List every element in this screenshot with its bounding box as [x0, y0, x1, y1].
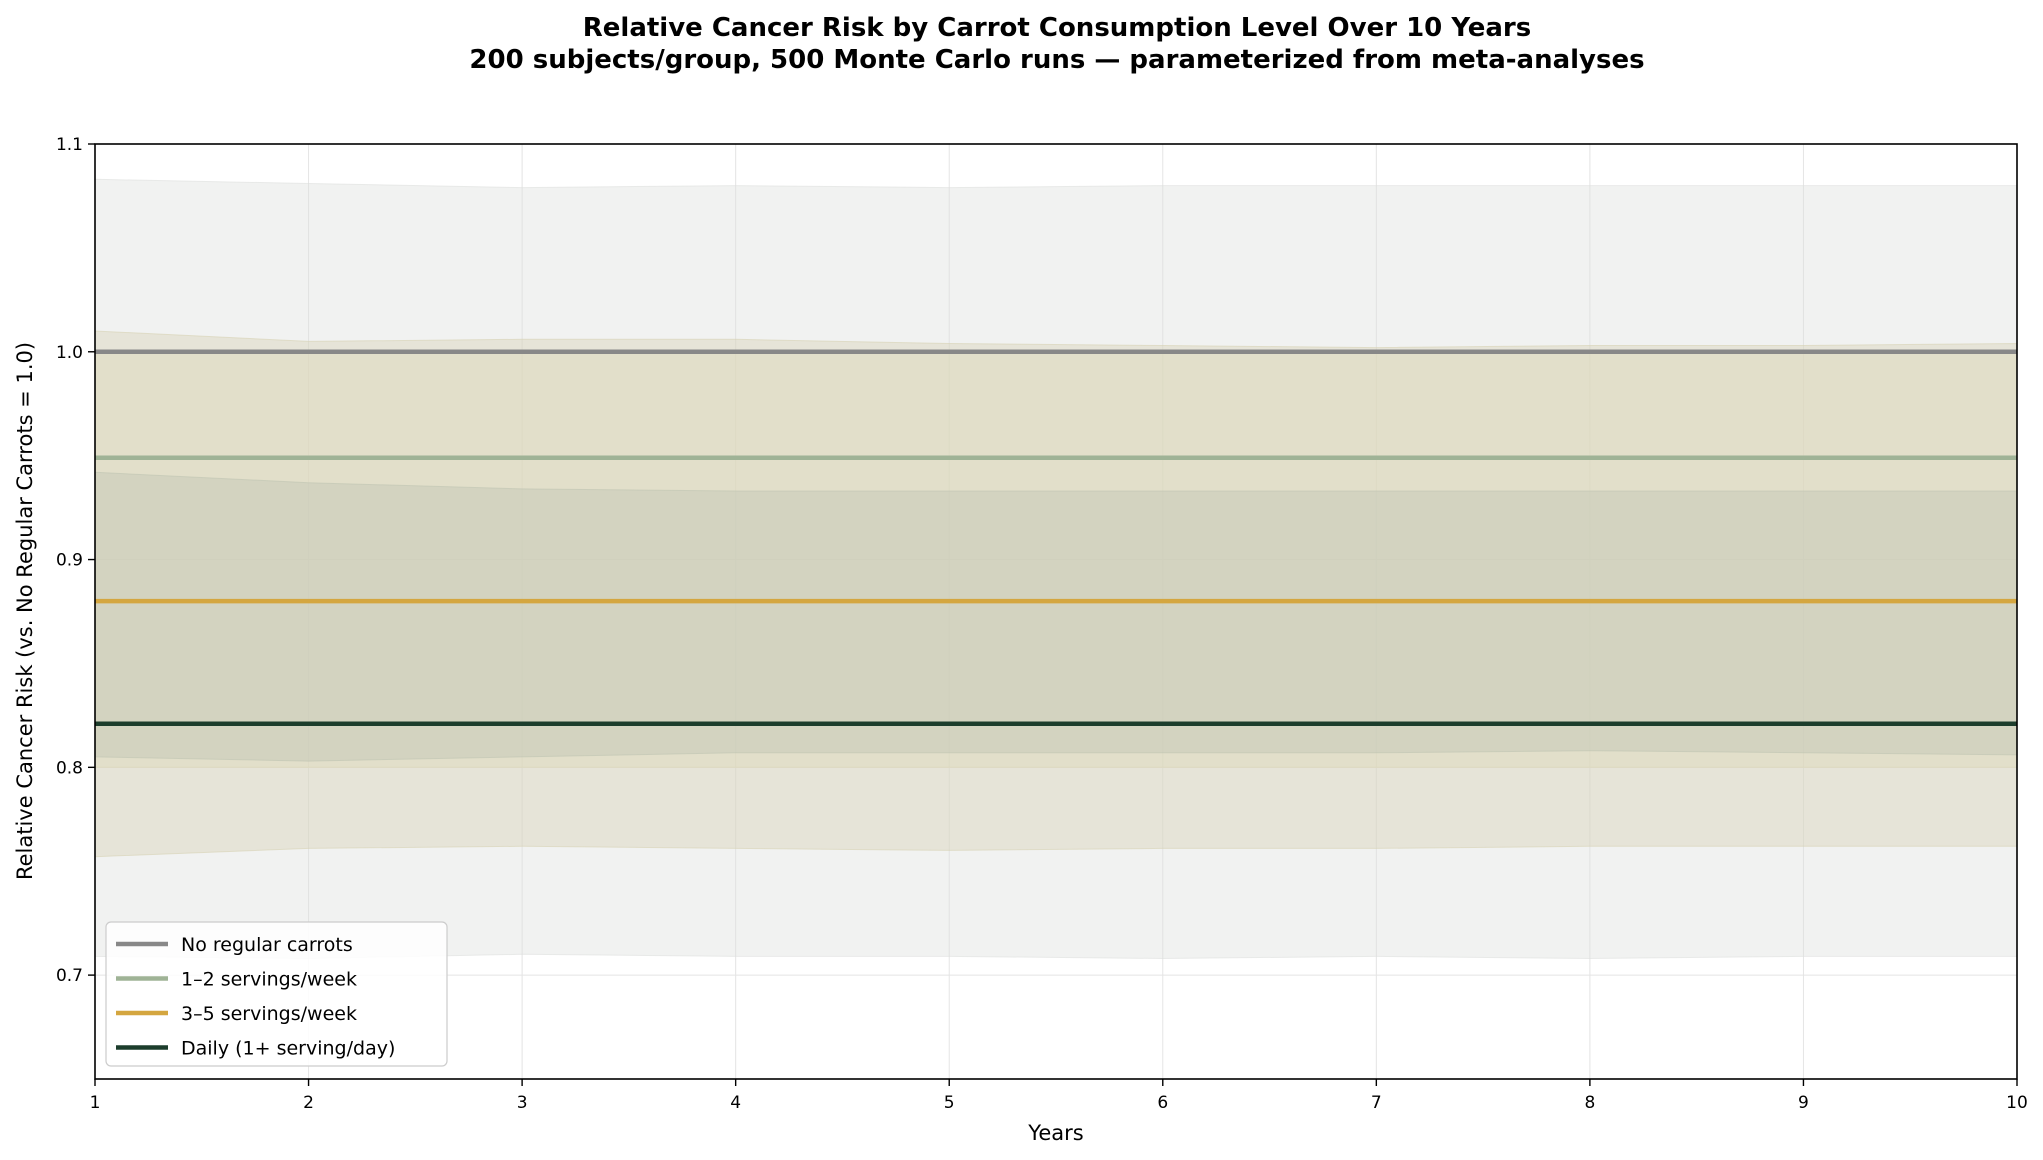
x-tick-label-4: 4 [730, 1093, 741, 1113]
y-tick-label-1.0: 1.0 [56, 343, 83, 363]
y-axis: 0.7 0.8 0.9 1.0 1.1 [56, 135, 95, 986]
legend-label-3: 3–5 servings/week [181, 1003, 357, 1025]
x-tick-label-8: 8 [1584, 1093, 1595, 1113]
x-tick-label-7: 7 [1371, 1093, 1382, 1113]
x-axis-label: Years [1027, 1121, 1083, 1145]
plot-area [94, 143, 2018, 1080]
x-axis: 1 2 3 4 5 6 7 8 9 10 [90, 1079, 2028, 1113]
legend-label-4: Daily (1+ serving/day) [181, 1038, 395, 1060]
x-tick-label-5: 5 [944, 1093, 955, 1113]
confidence-bands [94, 178, 2018, 960]
confidence-band-4 [94, 471, 2018, 762]
y-axis-label: Relative Cancer Risk (vs. No Regular Car… [13, 342, 37, 880]
y-tick-label-0.7: 0.7 [56, 966, 83, 986]
y-tick-label-0.9: 0.9 [56, 551, 83, 571]
y-tick-label-0.8: 0.8 [56, 758, 83, 778]
y-tick-label-1.1: 1.1 [56, 135, 83, 155]
x-tick-label-1: 1 [90, 1093, 101, 1113]
plot-frame [94, 143, 2018, 1080]
legend-label-1: No regular carrots [181, 934, 353, 956]
legend: No regular carrots 1–2 servings/week 3–5 s… [105, 921, 448, 1067]
x-tick-label-10: 10 [2006, 1093, 2028, 1113]
x-tick-label-2: 2 [303, 1093, 314, 1113]
series-lines [95, 349, 2017, 726]
legend-label-2: 1–2 servings/week [181, 969, 357, 991]
x-tick-label-6: 6 [1157, 1093, 1168, 1113]
legend-box [105, 921, 448, 1067]
chart-subtitle: 200 subjects/group, 500 Monte Carlo runs… [469, 45, 1644, 75]
chart-title: Relative Cancer Risk by Carrot Consumpti… [583, 13, 1531, 43]
x-tick-label-3: 3 [517, 1093, 528, 1113]
x-tick-label-9: 9 [1798, 1093, 1809, 1113]
